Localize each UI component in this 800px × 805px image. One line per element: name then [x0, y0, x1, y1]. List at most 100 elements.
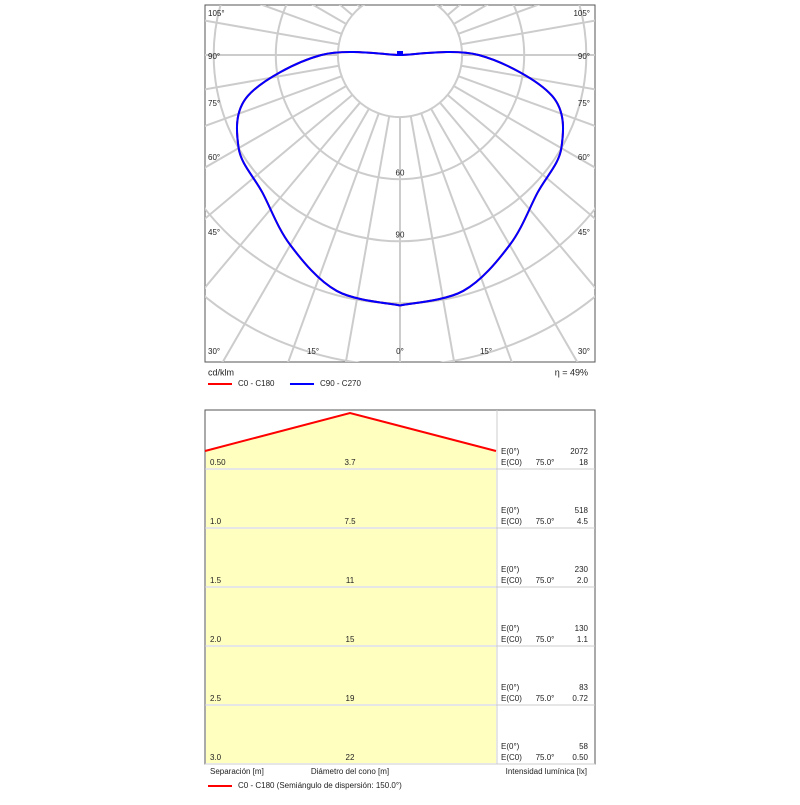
- ec0-angle: 75.0°: [536, 517, 555, 526]
- e0-value: 130: [575, 624, 589, 633]
- diameter-label: Diámetro del cono [m]: [311, 767, 389, 776]
- ec0-label: E(C0): [501, 458, 522, 467]
- grid-spoke: [205, 94, 354, 220]
- angle-label: 45°: [578, 228, 590, 237]
- cone-fill: [206, 588, 496, 645]
- cone-fill: [206, 529, 496, 586]
- grid-spoke: [458, 75, 595, 128]
- cone-fill: [206, 470, 496, 527]
- grid-spoke: [221, 108, 370, 362]
- grid-spoke: [150, 0, 369, 1]
- angle-label: 60°: [578, 153, 590, 162]
- grid-spoke: [446, 94, 595, 220]
- legend-label: C90 - C270: [320, 379, 361, 388]
- angle-label: 90°: [208, 52, 220, 61]
- angle-label: 0°: [396, 347, 404, 356]
- grid-spoke: [205, 101, 361, 289]
- grid-spoke: [205, 19, 340, 46]
- grid-spoke: [420, 113, 513, 362]
- grid-spoke: [205, 64, 340, 91]
- grid-spoke: [259, 5, 342, 35]
- legend: C0 - C180 C90 - C270: [208, 379, 361, 388]
- diameter: 19: [346, 694, 355, 703]
- ec0-value: 2.0: [577, 576, 589, 585]
- separation: 2.5: [210, 694, 222, 703]
- grid-spoke: [460, 19, 595, 46]
- e0-label: E(0°): [501, 565, 520, 574]
- angle-label: 105°: [573, 9, 590, 18]
- ec0-label: E(C0): [501, 635, 522, 644]
- diameter: 22: [346, 753, 355, 762]
- efficiency: η = 49%: [555, 367, 588, 377]
- angle-label: 30°: [208, 347, 220, 356]
- ec0-angle: 75.0°: [536, 635, 555, 644]
- intensity-label: Intensidad lumínica [lx]: [506, 767, 587, 776]
- grid-spoke: [430, 108, 579, 362]
- separation: 2.0: [210, 635, 222, 644]
- separation: 3.0: [210, 753, 222, 762]
- e0-label: E(0°): [501, 742, 520, 751]
- cone-fill: [206, 706, 496, 763]
- diameter: 3.7: [344, 458, 356, 467]
- radial-tick-label: 90: [396, 230, 405, 239]
- separation: 1.5: [210, 576, 222, 585]
- e0-value: 58: [579, 742, 588, 751]
- intensity-curve: [399, 50, 565, 307]
- separation: 1.0: [210, 517, 222, 526]
- separation: 0.50: [210, 458, 226, 467]
- diameter: 11: [346, 576, 355, 585]
- angle-label: 90°: [578, 52, 590, 61]
- angle-label: 15°: [307, 347, 319, 356]
- ec0-label: E(C0): [501, 753, 522, 762]
- angle-label: 105°: [208, 9, 225, 18]
- e0-label: E(0°): [501, 683, 520, 692]
- luminaire-marker: [397, 51, 403, 56]
- polar-curves: [235, 50, 565, 307]
- diameter: 7.5: [344, 517, 356, 526]
- grid-spoke: [205, 85, 347, 169]
- e0-value: 230: [575, 565, 589, 574]
- ec0-value: 4.5: [577, 517, 589, 526]
- angle-label: 30°: [578, 347, 590, 356]
- ec0-label: E(C0): [501, 576, 522, 585]
- ec0-label: E(C0): [501, 694, 522, 703]
- intensity-curve: [235, 50, 401, 307]
- diameter: 15: [346, 635, 355, 644]
- angle-label: 60°: [208, 153, 220, 162]
- e0-value: 518: [575, 506, 589, 515]
- e0-label: E(0°): [501, 447, 520, 456]
- grid-spoke: [431, 0, 650, 1]
- ec0-angle: 75.0°: [536, 694, 555, 703]
- ec0-angle: 75.0°: [536, 576, 555, 585]
- cone-fill: [206, 647, 496, 704]
- ec0-value: 1.1: [577, 635, 589, 644]
- ec0-label: E(C0): [501, 517, 522, 526]
- ec0-value: 0.50: [572, 753, 588, 762]
- grid-spoke: [458, 5, 541, 35]
- grid-spoke: [453, 85, 595, 169]
- grid-spoke: [439, 101, 595, 289]
- e0-value: 83: [579, 683, 588, 692]
- radial-tick-label: 60: [396, 168, 405, 177]
- polar-labels: 60 90 105° 90° 75° 60° 45° 30° 105° 90° 75° 60° 45° 3…: [208, 9, 590, 356]
- ec0-value: 0.72: [572, 694, 588, 703]
- e0-label: E(0°): [501, 624, 520, 633]
- ec0-angle: 75.0°: [536, 753, 555, 762]
- grid-spoke: [287, 113, 380, 362]
- cone-legend: C0 - C180 (Semiángulo de dispersión: 150…: [238, 781, 402, 790]
- angle-label: 75°: [208, 99, 220, 108]
- e0-value: 2072: [570, 447, 588, 456]
- angle-label: 45°: [208, 228, 220, 237]
- angle-label: 75°: [578, 99, 590, 108]
- grid-spoke: [460, 64, 595, 91]
- polar-grid: [150, 0, 650, 362]
- cone-diagram: 0.50 3.7 E(0°) 2072 E(C0) 75.0° 18 1.0 7.5 E(0°) 5…: [204, 409, 596, 765]
- unit: cd/klm: [208, 367, 234, 377]
- angle-label: 15°: [480, 347, 492, 356]
- ec0-angle: 75.0°: [536, 458, 555, 467]
- grid-spoke: [409, 115, 456, 362]
- ec0-value: 18: [579, 458, 588, 467]
- grid-spoke: [344, 115, 391, 362]
- e0-label: E(0°): [501, 506, 520, 515]
